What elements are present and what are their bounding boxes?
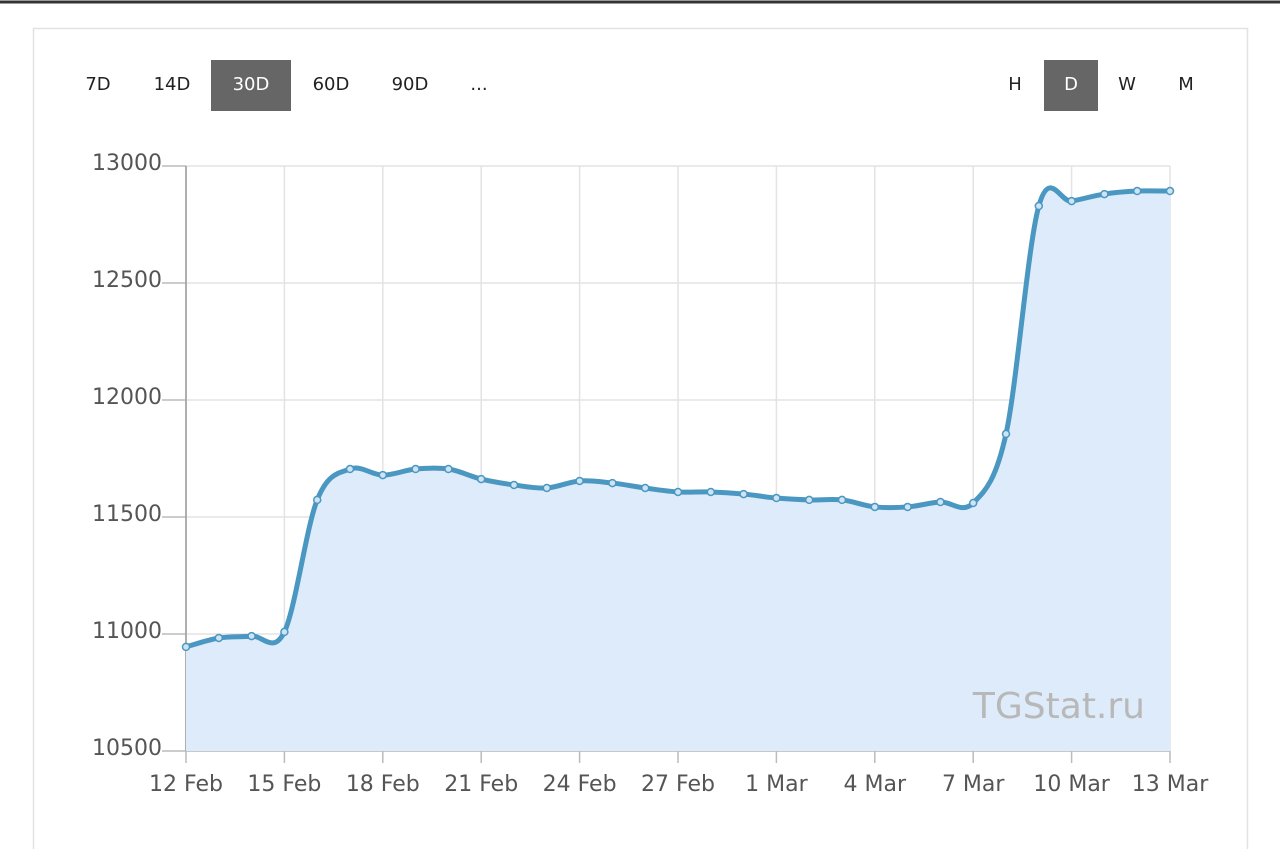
x-tick-label: 13 Mar (1132, 772, 1209, 797)
y-tick-label: 10500 (92, 736, 162, 761)
y-tick-label: 11000 (92, 619, 162, 644)
point (1001, 429, 1011, 439)
point (1100, 189, 1109, 199)
interval-button[interactable]: W (1118, 74, 1136, 95)
interval-button[interactable]: H (1008, 74, 1022, 95)
x-tick-label: 24 Feb (543, 772, 617, 797)
interval-button[interactable]: D (1064, 74, 1078, 95)
point (411, 464, 420, 474)
point (936, 497, 945, 507)
point (345, 464, 355, 474)
point (870, 502, 880, 512)
x-tick-label: 12 Feb (149, 772, 223, 797)
period-button[interactable]: ... (470, 74, 487, 95)
interval-button[interactable]: M (1178, 74, 1194, 95)
watermark: TGStat.ru (972, 686, 1145, 727)
point (903, 502, 912, 512)
x-tick-label: 21 Feb (444, 772, 518, 797)
point (1067, 196, 1076, 206)
point (1132, 186, 1142, 196)
point (772, 493, 781, 503)
point (247, 631, 256, 641)
point (509, 480, 519, 490)
point (378, 470, 388, 480)
period-button[interactable]: 90D (392, 74, 429, 95)
point (1165, 186, 1175, 196)
point (739, 489, 748, 499)
x-tick-label: 15 Feb (247, 772, 321, 797)
x-tick-label: 10 Mar (1033, 772, 1110, 797)
point (640, 483, 650, 493)
point (280, 627, 289, 637)
x-tick-label: 18 Feb (346, 772, 420, 797)
point (214, 633, 224, 643)
point (181, 642, 191, 652)
period-button[interactable]: 7D (85, 74, 110, 95)
y-tick-label: 12500 (92, 268, 162, 293)
point (444, 464, 453, 474)
point (837, 495, 847, 505)
point (312, 495, 322, 505)
y-tick-label: 12000 (92, 385, 162, 410)
period-button[interactable]: 60D (313, 74, 350, 95)
point (706, 487, 716, 497)
point (542, 483, 552, 493)
y-tick-label: 11500 (92, 502, 162, 527)
period-button-bg (211, 60, 291, 111)
interval-button-bg (1044, 60, 1098, 111)
point (968, 498, 978, 508)
point (1034, 201, 1044, 211)
x-tick-label: 1 Mar (745, 772, 808, 797)
y-tick-label: 13000 (92, 151, 162, 176)
period-button[interactable]: 14D (154, 74, 191, 95)
x-tick-label: 27 Feb (641, 772, 715, 797)
x-tick-label: 4 Mar (844, 772, 907, 797)
point (575, 476, 584, 486)
point (476, 474, 486, 484)
point (673, 487, 683, 497)
point (804, 495, 814, 505)
point (608, 478, 617, 488)
area (186, 187, 1170, 751)
period-button[interactable]: 30D (233, 74, 270, 95)
x-tick-label: 7 Mar (942, 772, 1005, 797)
